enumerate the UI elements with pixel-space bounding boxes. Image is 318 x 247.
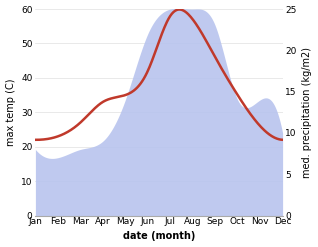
- X-axis label: date (month): date (month): [123, 231, 195, 242]
- Y-axis label: med. precipitation (kg/m2): med. precipitation (kg/m2): [302, 47, 313, 178]
- Y-axis label: max temp (C): max temp (C): [5, 79, 16, 146]
